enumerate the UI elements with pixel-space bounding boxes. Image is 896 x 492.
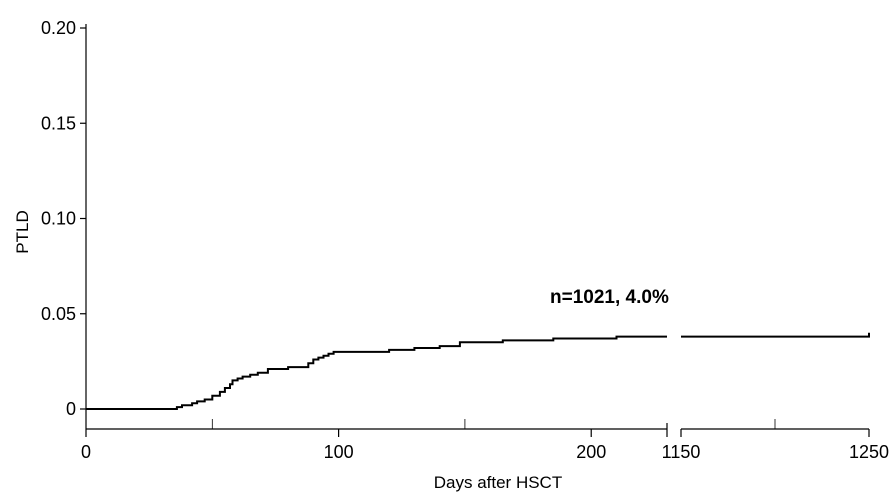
series-line <box>681 332 870 338</box>
marks <box>86 332 870 410</box>
y-tick-label: 0.15 <box>41 113 76 133</box>
series-line <box>86 335 667 410</box>
x-axis-label: Days after HSCT <box>434 473 562 492</box>
x-tick-label: 1150 <box>662 442 701 462</box>
y-tick-label: 0 <box>66 399 76 419</box>
annotation-label: n=1021, 4.0% <box>550 287 669 308</box>
x-tick-label: 0 <box>81 442 91 462</box>
y-tick-label: 0.10 <box>41 209 76 229</box>
x-tick-label: 100 <box>324 442 354 462</box>
x-tick-label: 200 <box>576 442 606 462</box>
x-tick-label: 1250 <box>849 442 889 462</box>
axes: 0 0.05 0.10 0.15 0.20 0 100 200 1150 1250 <box>41 18 889 462</box>
y-tick-label: 0.05 <box>41 304 76 324</box>
y-tick-label: 0.20 <box>41 18 76 38</box>
y-axis-label: PTLD <box>13 210 32 253</box>
